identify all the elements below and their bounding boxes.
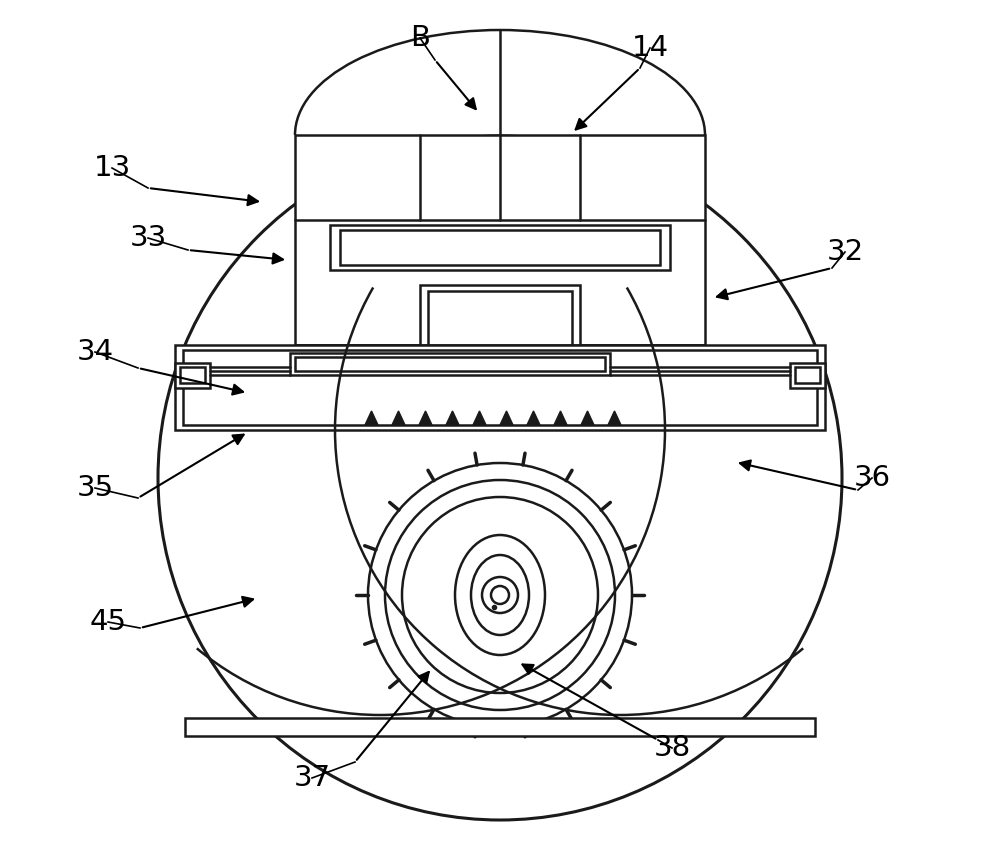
Text: 14: 14	[631, 34, 669, 62]
Polygon shape	[473, 411, 486, 425]
Bar	[185, 718, 815, 736]
Ellipse shape	[471, 555, 529, 635]
Text: 36: 36	[853, 464, 891, 492]
Circle shape	[385, 480, 615, 710]
Bar	[330, 225, 670, 270]
Circle shape	[482, 577, 518, 613]
Polygon shape	[527, 411, 540, 425]
Circle shape	[402, 497, 598, 693]
Polygon shape	[392, 411, 405, 425]
Circle shape	[368, 463, 632, 727]
Ellipse shape	[455, 535, 545, 655]
Polygon shape	[500, 411, 513, 425]
Bar	[180, 367, 205, 383]
Circle shape	[491, 586, 509, 604]
Bar	[428, 291, 572, 347]
Bar	[183, 350, 817, 425]
Bar	[175, 363, 210, 388]
Text: 13: 13	[93, 154, 131, 182]
Bar	[420, 285, 580, 353]
Bar	[295, 357, 605, 371]
Bar	[795, 367, 820, 383]
Polygon shape	[581, 411, 594, 425]
Text: 37: 37	[293, 764, 331, 792]
Text: 33: 33	[129, 224, 167, 252]
Bar	[295, 135, 705, 345]
Text: 32: 32	[826, 238, 864, 266]
Text: 34: 34	[76, 338, 114, 366]
Polygon shape	[419, 411, 432, 425]
Bar	[340, 230, 660, 265]
Polygon shape	[608, 411, 621, 425]
Bar	[290, 353, 610, 375]
Text: 38: 38	[653, 734, 691, 762]
Polygon shape	[554, 411, 567, 425]
Text: 45: 45	[90, 608, 126, 636]
Circle shape	[158, 136, 842, 820]
Bar	[790, 363, 825, 388]
Polygon shape	[446, 411, 459, 425]
Text: 35: 35	[76, 474, 114, 502]
Polygon shape	[365, 411, 378, 425]
Text: B: B	[410, 24, 430, 52]
Bar	[175, 345, 825, 430]
